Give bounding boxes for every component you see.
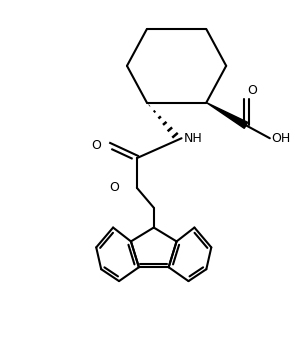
- Text: OH: OH: [271, 132, 290, 145]
- Text: O: O: [109, 181, 119, 194]
- Text: NH: NH: [183, 132, 202, 145]
- Text: O: O: [91, 139, 101, 152]
- Text: O: O: [247, 84, 257, 97]
- Polygon shape: [206, 103, 248, 129]
